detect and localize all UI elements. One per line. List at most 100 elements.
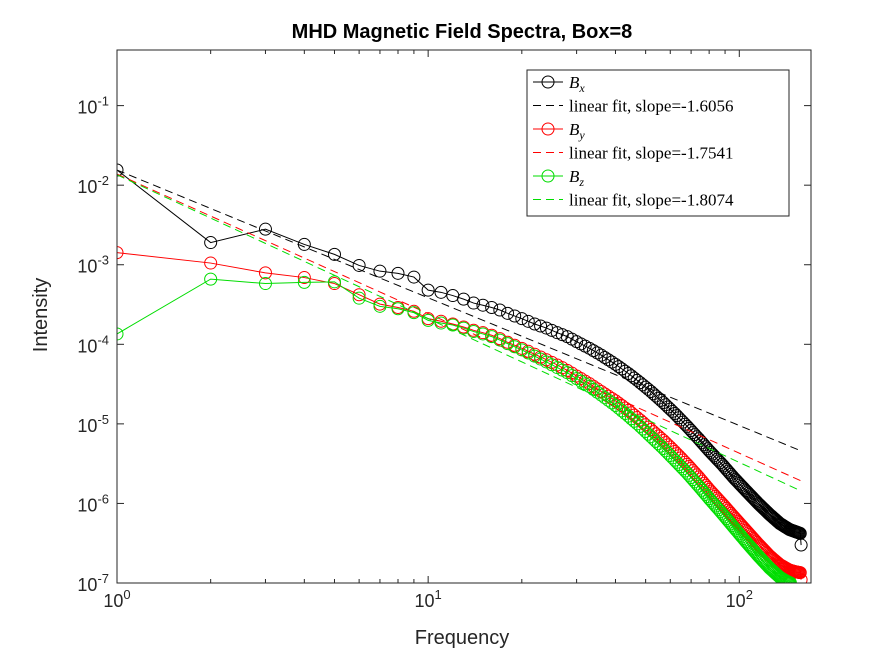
point-0-4 xyxy=(327,247,341,261)
point-4-57 xyxy=(659,444,673,458)
point-4-49 xyxy=(639,425,653,439)
point-4-37 xyxy=(601,393,615,407)
legend-subscript-4: z xyxy=(578,175,584,189)
point-0-5 xyxy=(352,258,366,272)
point-4-139 xyxy=(778,573,792,583)
point-4-137 xyxy=(776,572,790,583)
x-tick-exp-0: 0 xyxy=(123,587,130,602)
legend-label-5: linear fit, slope=-1.8074 xyxy=(569,191,734,210)
series-line-2 xyxy=(117,252,802,580)
point-0-35 xyxy=(594,348,608,362)
x-tick-exp-2: 2 xyxy=(746,587,753,602)
y-tick-exp-2: -5 xyxy=(97,412,109,427)
point-4-48 xyxy=(636,422,650,436)
point-4-55 xyxy=(654,439,668,453)
point-0-53 xyxy=(649,389,663,403)
legend-entry-3: linear fit, slope=-1.7541 xyxy=(533,144,733,163)
point-4-136 xyxy=(775,571,789,583)
point-0-52 xyxy=(646,387,660,401)
legend-entry-5: linear fit, slope=-1.8074 xyxy=(533,191,734,210)
point-0-10 xyxy=(434,285,448,299)
point-0-57 xyxy=(659,398,673,412)
y-tick-exp-4: -3 xyxy=(97,253,109,268)
point-2-58 xyxy=(661,438,675,452)
point-0-18 xyxy=(508,309,522,323)
point-4-38 xyxy=(605,396,619,410)
point-4-36 xyxy=(598,391,612,405)
point-0-36 xyxy=(598,350,612,364)
point-2-35 xyxy=(594,385,608,399)
point-0-9 xyxy=(421,283,435,297)
point-0-15 xyxy=(485,301,499,315)
point-4-6 xyxy=(373,299,387,313)
point-4-5 xyxy=(352,291,366,305)
point-4-59 xyxy=(663,449,677,462)
point-0-55 xyxy=(654,393,668,407)
point-2-57 xyxy=(659,436,673,450)
point-4-2 xyxy=(258,277,272,291)
legend-swatch-marker-2 xyxy=(541,122,555,136)
point-0-21 xyxy=(528,317,542,331)
chart-title: MHD Magnetic Field Spectra, Box=8 xyxy=(292,21,633,43)
point-0-38 xyxy=(605,355,619,369)
point-2-3 xyxy=(297,271,311,285)
legend-label-1: linear fit, slope=-1.6056 xyxy=(569,97,733,116)
point-4-8 xyxy=(407,306,421,320)
y-tick-exp-6: -1 xyxy=(97,94,109,109)
point-2-34 xyxy=(590,382,604,396)
point-0-59 xyxy=(663,402,677,416)
legend-subscript-0: x xyxy=(578,81,585,95)
point-4-7 xyxy=(391,302,405,316)
x-tick-label-2: 102 xyxy=(726,587,753,611)
point-4-9 xyxy=(421,313,435,327)
y-tick-label-2: 10-5 xyxy=(77,412,109,436)
point-0-51 xyxy=(644,385,658,399)
point-4-22 xyxy=(534,352,548,366)
point-0-2 xyxy=(258,222,272,236)
point-4-145 xyxy=(783,576,797,583)
point-0-33 xyxy=(586,344,600,358)
fit-line-5 xyxy=(117,174,802,492)
x-tick-label-0: 100 xyxy=(103,587,130,611)
point-0-19 xyxy=(515,312,529,326)
point-4-58 xyxy=(661,446,675,460)
point-2-156 xyxy=(793,566,807,580)
y-tick-label-1: 10-6 xyxy=(77,491,109,515)
series-4 xyxy=(117,272,797,583)
y-tick-label-4: 10-3 xyxy=(77,253,109,277)
ticks-layer: 100 101 102 1 0 -7 10-6 10-5 10-4 10-3 10-2 10-1 xyxy=(77,50,811,611)
point-2-2 xyxy=(258,266,272,280)
legend-entry-1: linear fit, slope=-1.6056 xyxy=(533,97,733,116)
series-layer xyxy=(117,163,808,583)
series-1 xyxy=(117,169,802,452)
series-5 xyxy=(117,174,802,492)
point-0-50 xyxy=(641,382,655,396)
point-0-1 xyxy=(204,236,218,250)
point-4-1 xyxy=(204,272,218,286)
point-4-56 xyxy=(656,442,670,456)
legend-box xyxy=(526,69,790,217)
y-tick-label-6: 10-1 xyxy=(77,94,109,118)
point-0-32 xyxy=(582,341,596,355)
point-4-140 xyxy=(779,574,793,583)
point-4-50 xyxy=(641,427,655,441)
point-0-37 xyxy=(601,353,615,367)
x-axis-label: Frequency xyxy=(415,627,510,649)
point-0-41 xyxy=(615,362,629,376)
point-0-40 xyxy=(612,360,626,374)
point-4-53 xyxy=(649,434,663,448)
point-0-157 xyxy=(794,538,808,552)
point-0-8 xyxy=(407,270,421,284)
point-0-7 xyxy=(391,266,405,280)
y-tick-exp-5: -2 xyxy=(97,173,109,188)
y-tick-exp-0: -7 xyxy=(97,571,109,586)
point-0-14 xyxy=(476,298,490,312)
point-4-20 xyxy=(521,346,535,360)
point-0-23 xyxy=(539,321,553,335)
point-4-14 xyxy=(476,327,490,341)
point-4-17 xyxy=(501,337,515,351)
x-tick-label-1: 101 xyxy=(415,587,442,611)
point-4-51 xyxy=(644,430,658,444)
y-axis-label: Intensity xyxy=(30,278,52,352)
